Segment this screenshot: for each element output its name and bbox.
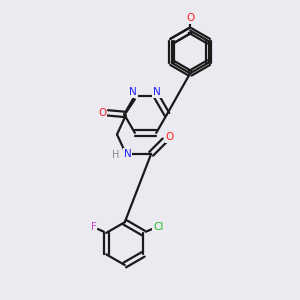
Text: H: H xyxy=(112,150,119,160)
Text: N: N xyxy=(124,149,131,159)
Text: N: N xyxy=(153,87,161,97)
Text: O: O xyxy=(186,13,194,23)
Text: N: N xyxy=(130,87,137,97)
Text: O: O xyxy=(98,108,106,118)
Text: F: F xyxy=(91,222,97,232)
Text: O: O xyxy=(166,132,174,142)
Text: Cl: Cl xyxy=(153,222,163,232)
